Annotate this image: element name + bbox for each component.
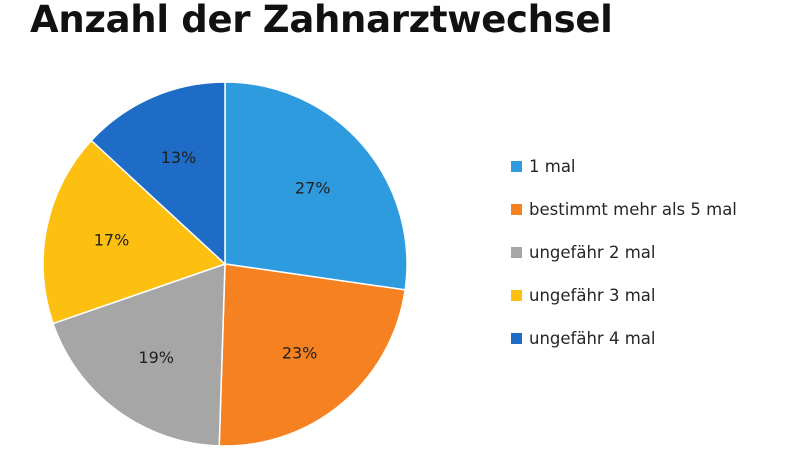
- data-label-bestimmt-mehr-als-5-mal: 23%: [282, 343, 318, 362]
- data-label-1-mal: 27%: [295, 179, 331, 198]
- legend-swatch: [511, 290, 522, 301]
- legend-item-ungefaehr-2-mal: ungefähr 2 mal: [511, 231, 737, 274]
- data-label-ungefaehr-2-mal: 19%: [138, 348, 174, 367]
- legend-swatch: [511, 161, 522, 172]
- legend-swatch: [511, 247, 522, 258]
- pie-slice-bestimmt-mehr-als-5-mal: [218, 263, 406, 447]
- data-label-ungefaehr-3-mal: 17%: [94, 231, 130, 250]
- pie-slices: [42, 81, 408, 447]
- legend-label: bestimmt mehr als 5 mal: [529, 200, 737, 219]
- pie-slice-ungefaehr-2-mal: [52, 262, 226, 447]
- legend-item-1-mal: 1 mal: [511, 145, 737, 188]
- pie-data-labels: 27% 23% 19% 17% 13%: [94, 148, 331, 367]
- chart-legend: 1 mal bestimmt mehr als 5 mal ungefähr 2 m…: [511, 145, 737, 360]
- legend-swatch: [511, 204, 522, 215]
- pie-slice-ungefaehr-3-mal: [42, 139, 227, 325]
- chart-title: Anzahl der Zahnarztwechsel: [30, 0, 613, 41]
- legend-item-ungefaehr-3-mal: ungefähr 3 mal: [511, 274, 737, 317]
- legend-swatch: [511, 333, 522, 344]
- pie-slice-ungefaehr-4-mal: [90, 81, 226, 266]
- legend-label: 1 mal: [529, 157, 576, 176]
- legend-item-bestimmt-mehr-als-5-mal: bestimmt mehr als 5 mal: [511, 188, 737, 231]
- legend-label: ungefähr 2 mal: [529, 243, 656, 262]
- legend-label: ungefähr 4 mal: [529, 329, 656, 348]
- legend-item-ungefaehr-4-mal: ungefähr 4 mal: [511, 317, 737, 360]
- data-label-ungefaehr-4-mal: 13%: [161, 148, 197, 167]
- pie-slice-1-mal: [224, 81, 408, 291]
- legend-label: ungefähr 3 mal: [529, 286, 656, 305]
